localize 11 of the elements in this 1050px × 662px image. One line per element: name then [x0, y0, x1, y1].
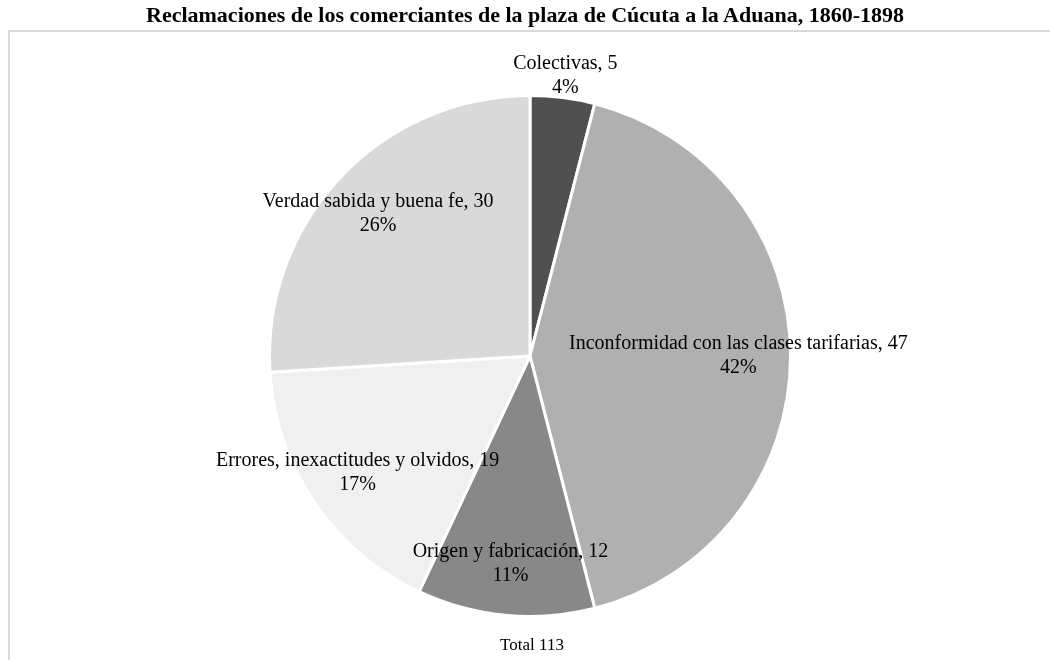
slice-label: Inconformidad con las clases tarifarias, 47	[569, 331, 908, 354]
data-label: 11%	[492, 562, 529, 585]
data-label: 17%	[339, 472, 376, 495]
slice-label: Colectivas, 5	[513, 50, 618, 73]
chart-title: Reclamaciones de los comerciantes de la plaza de Cúcuta a la Aduana, 1860-1898	[145, 1, 905, 29]
data-label: 4%	[552, 74, 579, 97]
data-label: 42%	[720, 355, 757, 378]
data-label: 26%	[359, 212, 397, 235]
text: Total 113	[500, 635, 564, 655]
slice-label: Verdad sabida y buena fe, 30	[262, 188, 494, 212]
slice-label: Errores, inexactitudes y olvidos, 19	[216, 448, 500, 472]
